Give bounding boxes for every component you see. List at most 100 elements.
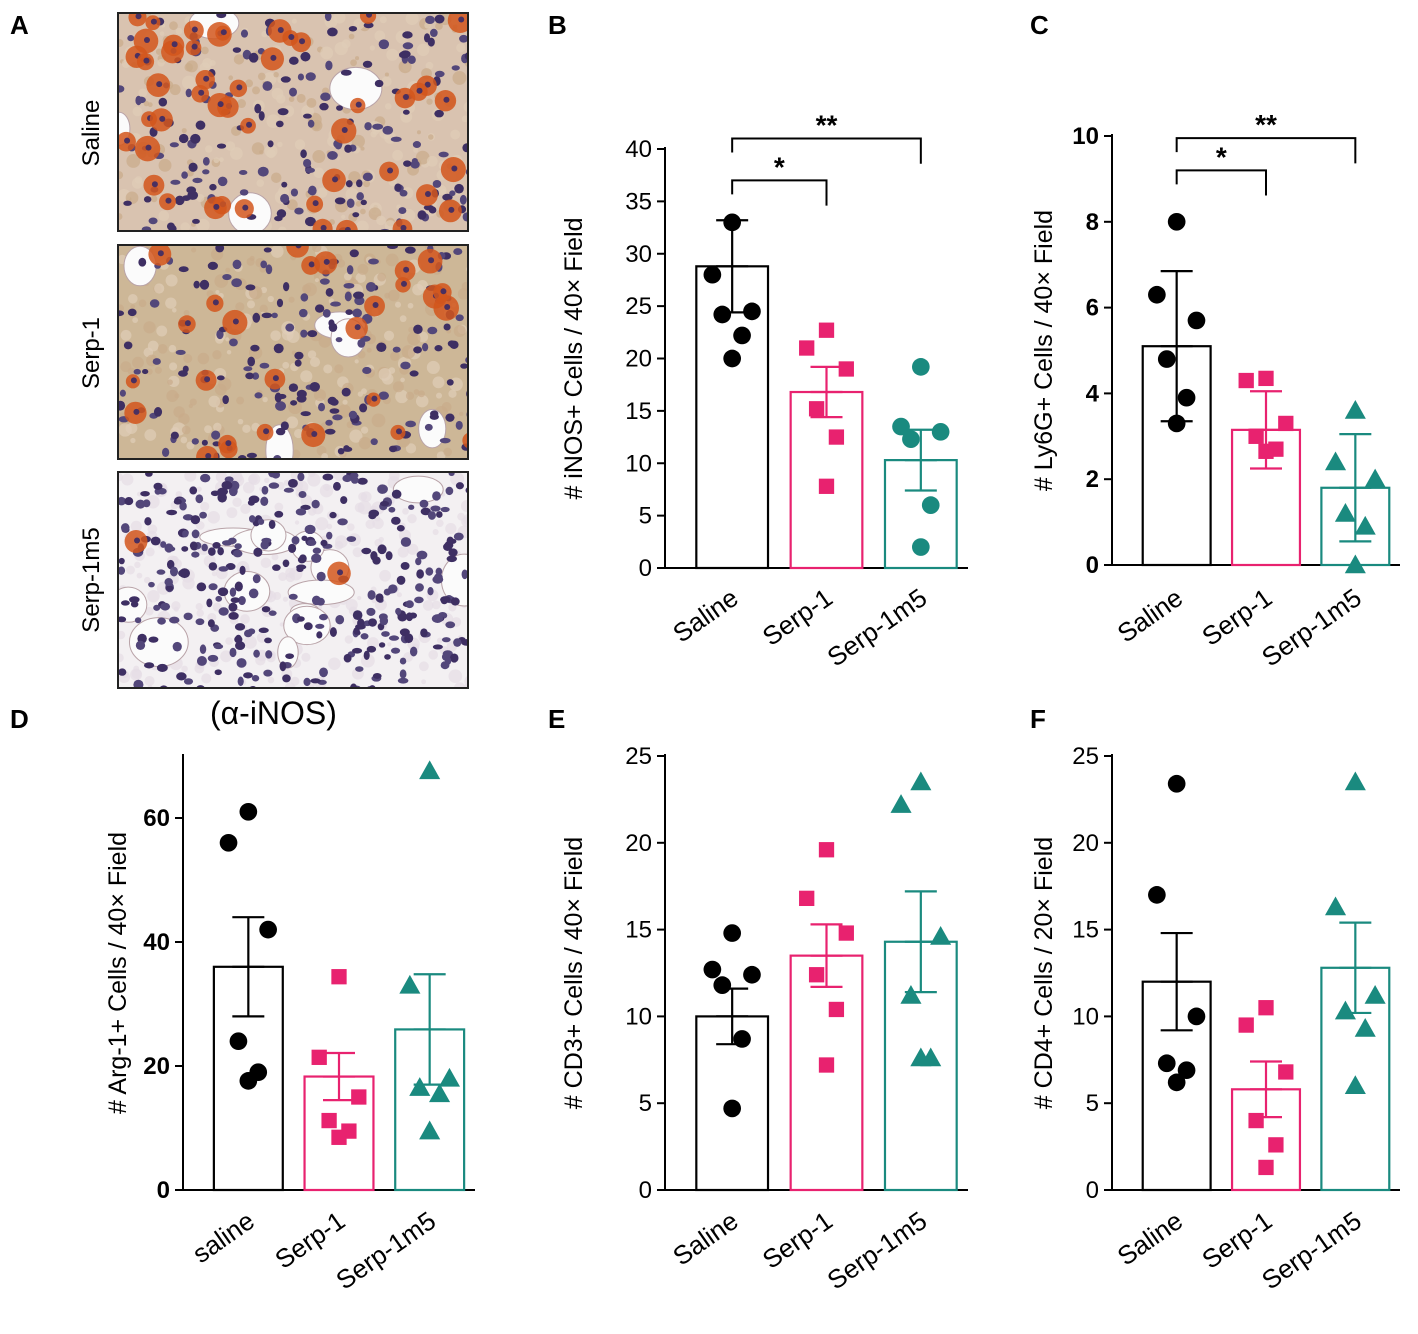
cell-nucleus [348, 25, 358, 32]
cell-nucleus [325, 60, 333, 71]
tissue-texture [271, 553, 279, 561]
tissue-texture [386, 48, 399, 61]
data-point [1258, 1159, 1274, 1176]
data-point [1278, 1064, 1294, 1080]
cell-nucleus [465, 357, 467, 363]
cell-nucleus [275, 401, 286, 411]
cell-nucleus [261, 606, 271, 613]
cell-nucleus [215, 246, 225, 253]
data-point [1268, 1137, 1284, 1153]
tissue-texture [400, 110, 413, 123]
cell-nucleus [364, 122, 372, 131]
cell-nucleus [353, 291, 364, 299]
stained-cell-nucleus [217, 101, 224, 108]
cell-nucleus [334, 197, 346, 205]
tissue-texture [390, 351, 400, 362]
data-point [351, 1089, 367, 1105]
stained-cell-nucleus [151, 181, 158, 188]
x-category-label: Saline [667, 1205, 743, 1271]
data-point [723, 924, 742, 942]
micrograph-saline [117, 12, 469, 232]
y-axis-label: # iNOS+ Cells / 40× Field [560, 217, 588, 499]
data-point [229, 1032, 248, 1051]
cell-nucleus [280, 76, 291, 83]
cell-nucleus [230, 597, 240, 604]
tissue-texture [448, 389, 457, 398]
cell-nucleus [216, 143, 227, 149]
tissue-texture [267, 295, 274, 303]
cell-nucleus [272, 564, 281, 571]
tissue-texture [333, 473, 346, 481]
tissue-texture [334, 41, 348, 56]
tissue-texture [435, 392, 443, 399]
tissue-texture [358, 436, 372, 450]
cell-nucleus [409, 646, 418, 657]
cell-nucleus [342, 474, 352, 483]
tissue-texture [413, 147, 419, 153]
cell-nucleus [446, 536, 454, 546]
cell-nucleus [140, 491, 150, 497]
cell-nucleus [119, 400, 126, 411]
cell-nucleus [462, 212, 467, 222]
cell-nucleus [248, 495, 260, 504]
tissue-texture [147, 102, 153, 108]
cell-nucleus [307, 119, 315, 128]
data-point [1354, 515, 1376, 535]
tissue-texture [272, 591, 282, 601]
cell-nucleus [353, 627, 360, 635]
cell-nucleus [335, 337, 343, 343]
cell-nucleus [185, 88, 192, 98]
cell-nucleus [238, 169, 248, 176]
tissue-texture [445, 522, 457, 535]
cell-nucleus [119, 85, 125, 93]
tissue-texture [183, 309, 190, 316]
stained-cell-nucleus [220, 29, 227, 36]
significance-bracket [731, 179, 828, 206]
cell-nucleus [181, 546, 189, 552]
cell-nucleus [258, 111, 265, 121]
cell-nucleus [345, 309, 353, 315]
cell-nucleus [181, 171, 188, 179]
data-point [1157, 350, 1176, 368]
cell-nucleus [447, 340, 456, 348]
cell-nucleus [327, 151, 338, 160]
cell-nucleus [432, 179, 442, 188]
cell-nucleus [413, 324, 423, 334]
cell-nucleus [183, 612, 193, 621]
cell-nucleus [368, 512, 377, 520]
tissue-texture [418, 390, 425, 398]
tissue-texture [147, 684, 153, 687]
y-tick-label: 5 [639, 503, 652, 530]
data-point [239, 802, 258, 821]
x-category-label: Saline [1112, 1205, 1188, 1271]
panel-letter-e: E [548, 704, 565, 734]
cell-nucleus [164, 543, 174, 553]
tissue-texture [218, 377, 232, 391]
panel-letter-c: C [1030, 10, 1049, 40]
cell-nucleus [460, 363, 467, 369]
tissue-texture [273, 71, 279, 78]
cell-nucleus [449, 190, 456, 197]
stained-cell-nucleus [124, 137, 131, 144]
cell-nucleus [446, 379, 454, 386]
cell-nucleus [304, 524, 316, 535]
cell-nucleus [157, 617, 166, 625]
stained-cell-nucleus [424, 191, 431, 198]
stained-cell-nucleus [212, 299, 219, 306]
cell-nucleus [440, 506, 450, 513]
cell-nucleus [228, 602, 238, 612]
stained-cell-nucleus [320, 224, 327, 230]
cell-nucleus [336, 105, 344, 111]
tissue-texture [360, 146, 365, 151]
bar-serp-1 [789, 954, 864, 1192]
cell-nucleus [366, 645, 377, 653]
tissue-texture [307, 350, 317, 359]
stained-cell-nucleus [366, 14, 373, 18]
tissue-texture [181, 75, 196, 90]
data-point [219, 833, 238, 852]
cell-nucleus [368, 618, 377, 627]
cell-nucleus [254, 103, 262, 114]
tissue-texture [158, 210, 170, 222]
cell-nucleus [250, 344, 260, 352]
cell-nucleus [421, 343, 429, 352]
